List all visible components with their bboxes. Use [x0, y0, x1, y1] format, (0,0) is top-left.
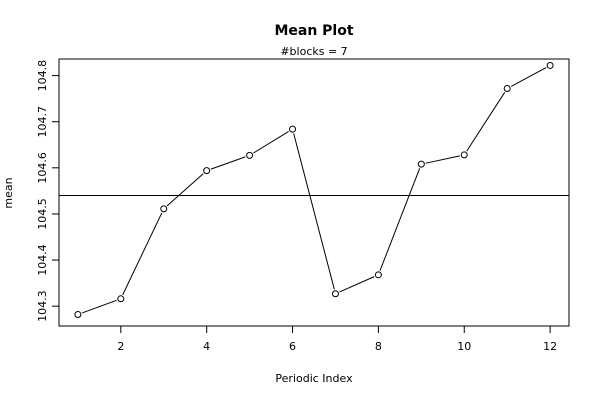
- y-tick-label: 104.5: [36, 198, 49, 230]
- series-segment: [466, 92, 506, 152]
- x-tick-label: 6: [289, 340, 296, 353]
- plot-frame: [58, 58, 570, 327]
- y-tick-label: 104.7: [36, 106, 49, 138]
- mean-series: [74, 61, 554, 318]
- data-point: [74, 310, 82, 318]
- data-point: [160, 205, 168, 213]
- x-tick-label: 12: [543, 340, 557, 353]
- y-tick-label: 104.8: [36, 60, 49, 92]
- y-tick-label: 104.3: [36, 290, 49, 322]
- series-segment: [293, 133, 335, 290]
- data-point: [460, 151, 468, 159]
- x-tick-label: 8: [375, 340, 382, 353]
- data-point: [246, 151, 254, 159]
- y-axis-label: mean: [2, 177, 15, 208]
- data-point: [331, 290, 339, 298]
- data-point: [203, 167, 211, 175]
- series-segment: [510, 67, 547, 87]
- x-tick-label: 4: [203, 340, 210, 353]
- series-segment: [166, 173, 204, 207]
- data-point: [417, 160, 425, 168]
- series-segment: [253, 131, 289, 154]
- series-segment: [210, 156, 246, 170]
- x-tick-label: 2: [117, 340, 124, 353]
- data-point: [374, 271, 382, 279]
- chart-title: Mean Plot: [274, 23, 353, 39]
- series-segment: [81, 299, 117, 314]
- data-point: [117, 295, 125, 303]
- y-tick-label: 104.6: [36, 152, 49, 184]
- y-axis: 104.3 104.4 104.5 104.6 104.7 104.8: [36, 60, 59, 322]
- data-point: [503, 85, 511, 93]
- series-segment: [425, 155, 460, 164]
- y-tick-label: 104.4: [36, 244, 49, 276]
- data-point: [546, 61, 554, 69]
- x-tick-label: 10: [457, 340, 471, 353]
- data-point: [289, 125, 297, 133]
- series-segment: [122, 212, 163, 295]
- series-segment: [379, 168, 421, 271]
- x-axis-label: Periodic Index: [275, 372, 353, 385]
- x-axis: 2 4 6 8 10 12: [117, 326, 557, 353]
- chart-subtitle: #blocks = 7: [280, 45, 347, 58]
- series-segment: [339, 276, 375, 293]
